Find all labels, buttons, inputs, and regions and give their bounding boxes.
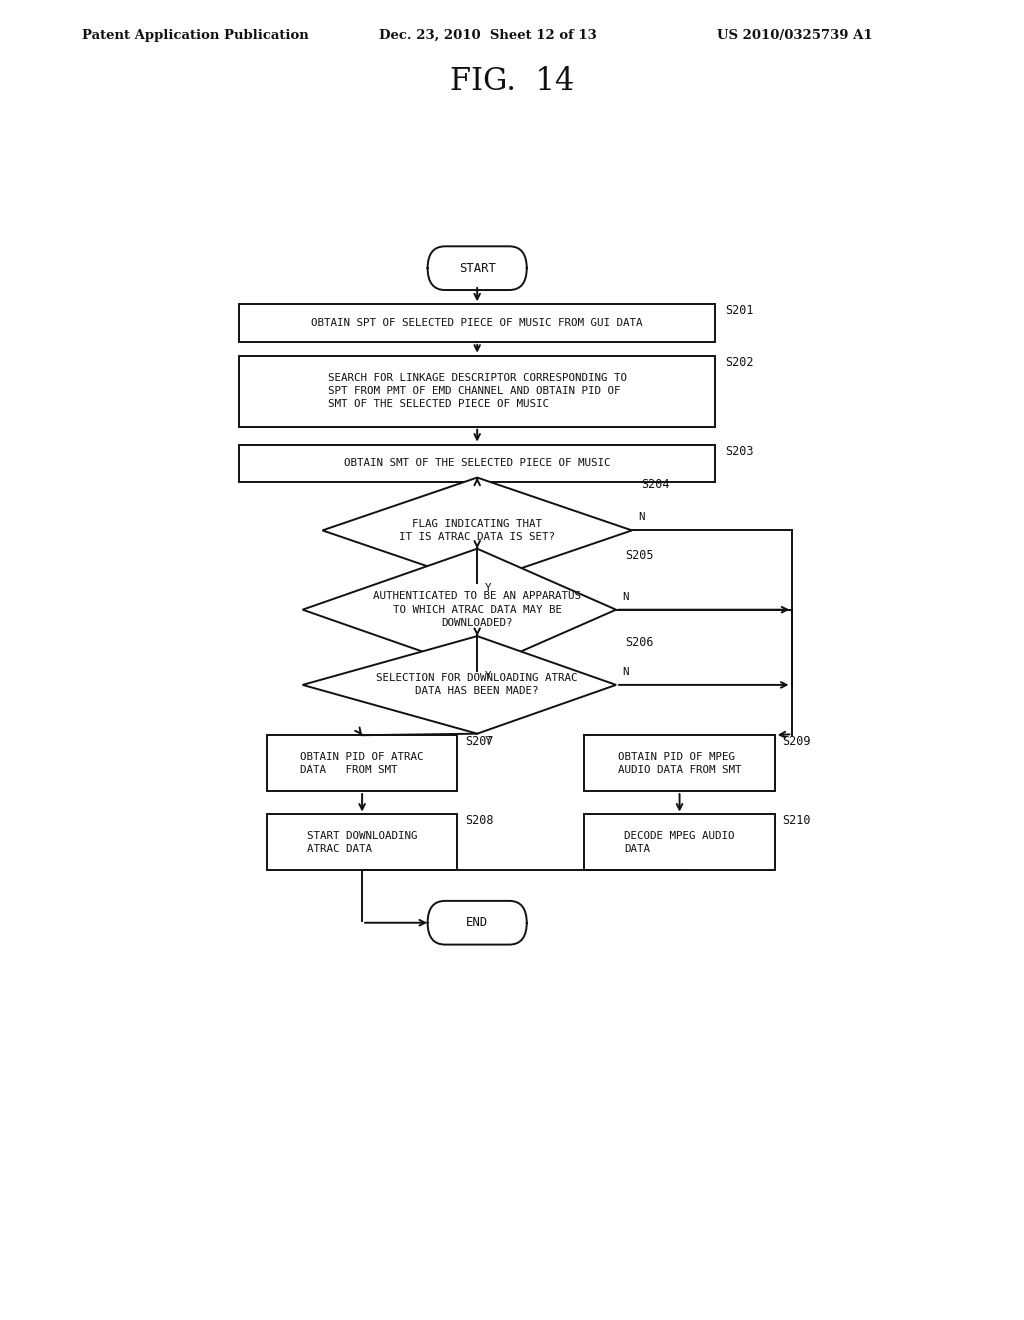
Text: Y: Y [485, 735, 492, 746]
Text: N: N [623, 667, 629, 677]
Text: AUTHENTICATED TO BE AN APPARATUS
TO WHICH ATRAC DATA MAY BE
DOWNLOADED?: AUTHENTICATED TO BE AN APPARATUS TO WHIC… [373, 591, 582, 628]
Text: US 2010/0325739 A1: US 2010/0325739 A1 [717, 29, 872, 42]
Text: S208: S208 [465, 814, 494, 828]
Text: Y: Y [485, 583, 492, 594]
Text: S206: S206 [626, 636, 654, 649]
Text: Patent Application Publication: Patent Application Publication [82, 29, 308, 42]
Bar [585, 735, 775, 791]
Text: SELECTION FOR DOWNLOADING ATRAC
DATA HAS BEEN MADE?: SELECTION FOR DOWNLOADING ATRAC DATA HAS… [377, 673, 578, 697]
Text: S205: S205 [626, 549, 654, 562]
Text: FIG.  14: FIG. 14 [450, 66, 574, 96]
FancyBboxPatch shape [428, 900, 526, 945]
Bar [240, 445, 715, 482]
Text: S203: S203 [725, 445, 754, 458]
Bar [585, 814, 775, 870]
Text: S210: S210 [782, 814, 811, 828]
Bar [240, 304, 715, 342]
Text: S204: S204 [641, 478, 670, 491]
Text: DECODE MPEG AUDIO
DATA: DECODE MPEG AUDIO DATA [625, 830, 735, 854]
FancyBboxPatch shape [428, 247, 526, 290]
Text: S202: S202 [725, 355, 754, 368]
Polygon shape [303, 636, 616, 734]
Text: S209: S209 [782, 735, 811, 748]
Text: OBTAIN PID OF ATRAC
DATA   FROM SMT: OBTAIN PID OF ATRAC DATA FROM SMT [300, 751, 424, 775]
Polygon shape [323, 478, 632, 583]
Polygon shape [303, 549, 616, 671]
Text: START: START [459, 261, 496, 275]
Text: S207: S207 [465, 735, 494, 748]
Text: Dec. 23, 2010  Sheet 12 of 13: Dec. 23, 2010 Sheet 12 of 13 [379, 29, 597, 42]
Text: FLAG INDICATING THAT
IT IS ATRAC DATA IS SET?: FLAG INDICATING THAT IT IS ATRAC DATA IS… [399, 519, 555, 543]
Bar [240, 355, 715, 426]
Text: START DOWNLOADING
ATRAC DATA: START DOWNLOADING ATRAC DATA [307, 830, 418, 854]
Text: OBTAIN SPT OF SELECTED PIECE OF MUSIC FROM GUI DATA: OBTAIN SPT OF SELECTED PIECE OF MUSIC FR… [311, 318, 643, 329]
Text: OBTAIN PID OF MPEG
AUDIO DATA FROM SMT: OBTAIN PID OF MPEG AUDIO DATA FROM SMT [617, 751, 741, 775]
Text: N: N [623, 591, 629, 602]
Text: N: N [638, 512, 645, 523]
Text: Y: Y [485, 671, 492, 681]
Bar [267, 735, 458, 791]
Text: SEARCH FOR LINKAGE DESCRIPTOR CORRESPONDING TO
SPT FROM PMT OF EMD CHANNEL AND O: SEARCH FOR LINKAGE DESCRIPTOR CORRESPOND… [328, 374, 627, 409]
Bar [267, 814, 458, 870]
Text: S201: S201 [725, 304, 754, 317]
Text: END: END [466, 916, 488, 929]
Text: OBTAIN SMT OF THE SELECTED PIECE OF MUSIC: OBTAIN SMT OF THE SELECTED PIECE OF MUSI… [344, 458, 610, 469]
